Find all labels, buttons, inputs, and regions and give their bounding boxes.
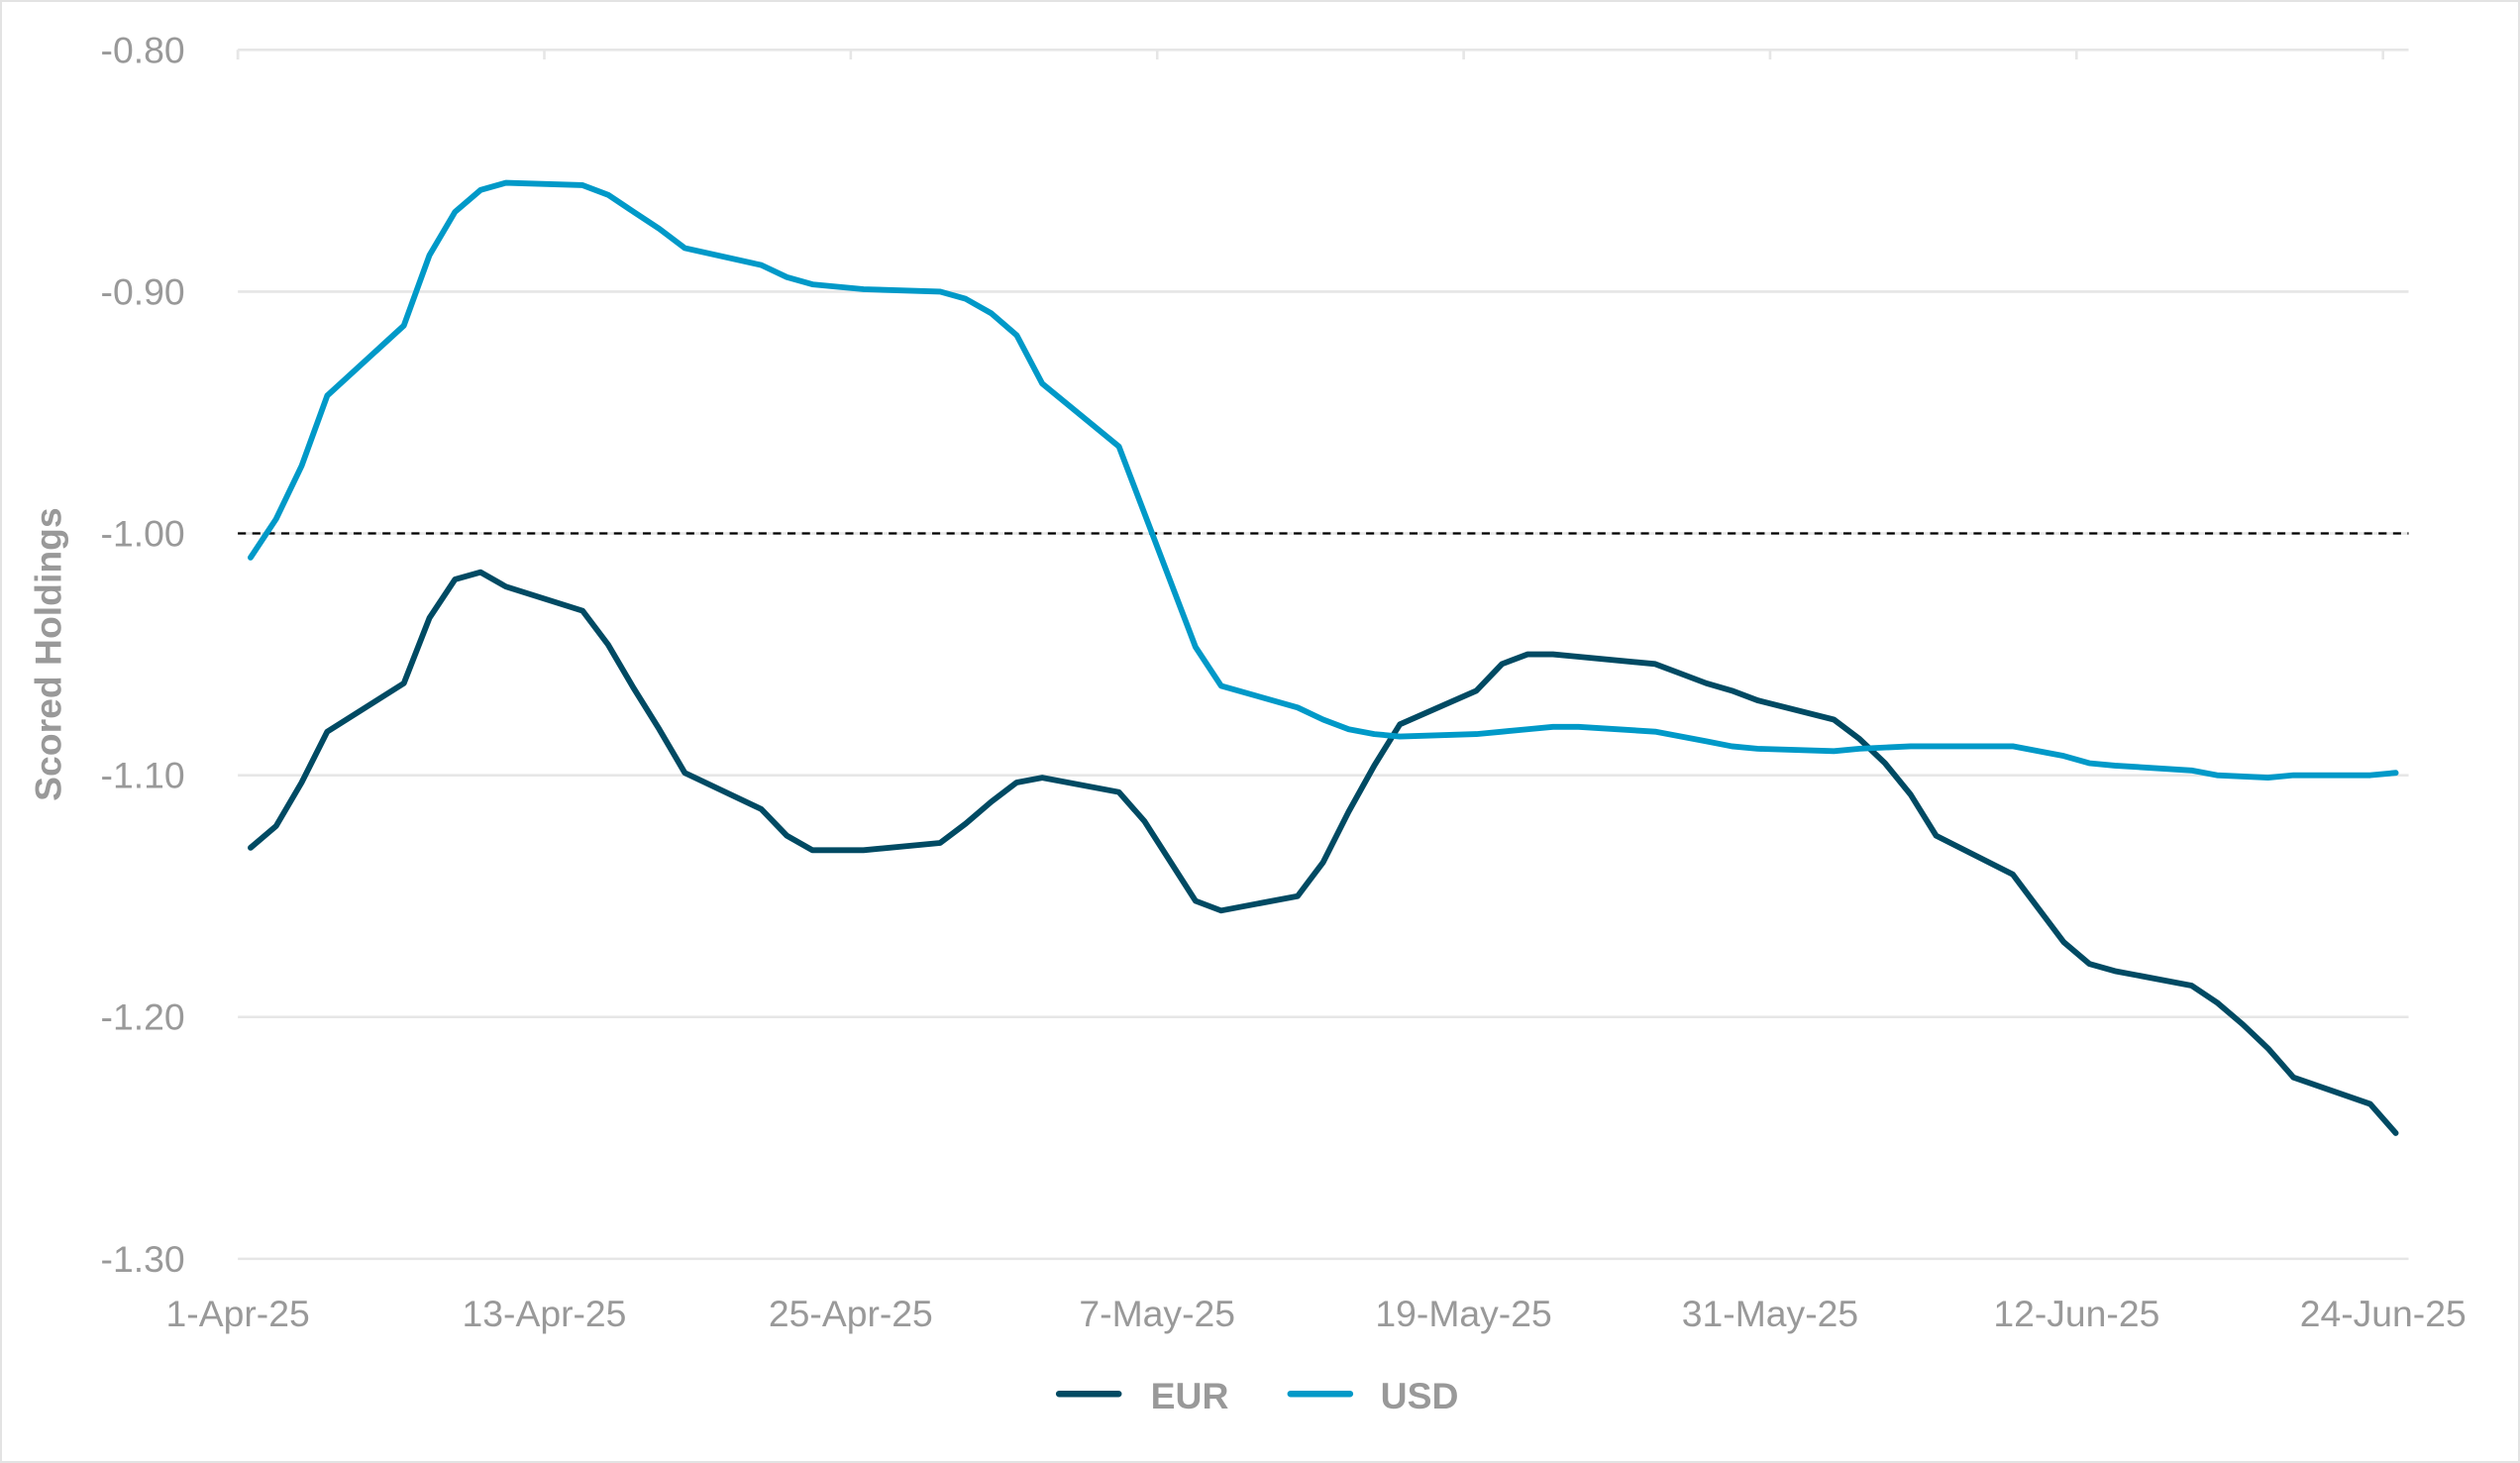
x-tick-label: 1-Apr-25 xyxy=(166,1293,310,1334)
legend-label-usd: USD xyxy=(1381,1375,1459,1416)
x-tick-label: 25-Apr-25 xyxy=(769,1293,933,1334)
y-tick-label: -0.90 xyxy=(101,270,185,312)
gridlines xyxy=(236,49,2409,1261)
x-axis-tick-labels: 1-Apr-25 13-Apr-25 25-Apr-25 7-May-25 19-May… xyxy=(166,1293,2467,1334)
y-tick-label: -1.10 xyxy=(101,755,185,796)
y-tick-label: -1.30 xyxy=(101,1238,185,1280)
x-tick-label: 12-Jun-25 xyxy=(1993,1293,2159,1334)
x-tick-label: 24-Jun-25 xyxy=(2300,1293,2467,1334)
legend-item-usd[interactable]: USD xyxy=(1287,1375,1459,1416)
y-tick-label: -1.00 xyxy=(101,513,185,555)
x-tick-label: 19-May-25 xyxy=(1375,1293,1551,1334)
x-tick-label: 7-May-25 xyxy=(1079,1293,1235,1334)
legend: EUR USD xyxy=(1055,1375,1459,1416)
y-tick-label: -1.20 xyxy=(101,996,185,1038)
legend-label-eur: EUR xyxy=(1151,1375,1229,1416)
x-tick-label: 13-Apr-25 xyxy=(463,1293,627,1334)
y-axis-tick-labels: -0.80 -0.90 -1.00 -1.10 -1.20 -1.30 xyxy=(101,29,185,1280)
legend-item-eur[interactable]: EUR xyxy=(1055,1375,1229,1416)
y-axis-title: Scored Holdings xyxy=(28,507,69,801)
y-tick-label: -0.80 xyxy=(101,29,185,70)
x-tick-label: 31-May-25 xyxy=(1682,1293,1858,1334)
series-line-usd xyxy=(248,179,2399,782)
series-line-eur xyxy=(248,569,2399,1136)
x-axis-ticks xyxy=(236,50,2385,60)
